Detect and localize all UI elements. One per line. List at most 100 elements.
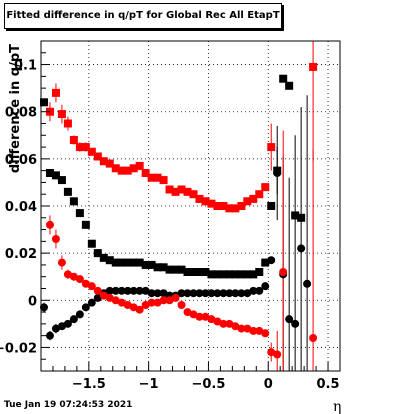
data-point-square — [39, 98, 48, 107]
data-point-circle — [309, 334, 318, 342]
data-point-square — [69, 197, 78, 206]
x-tick-label: 0.5 — [317, 377, 340, 392]
y-tick-label: 0.1 — [14, 59, 37, 74]
data-point-square — [159, 263, 168, 272]
data-point-square — [153, 263, 162, 272]
data-point-circle — [219, 289, 228, 298]
data-point-circle — [147, 298, 156, 307]
data-point-square — [189, 190, 198, 199]
data-point-square — [87, 147, 96, 156]
data-point-circle — [285, 315, 294, 324]
data-point-circle — [135, 286, 144, 295]
data-point-circle — [177, 301, 186, 309]
data-point-circle — [267, 256, 276, 265]
data-point-square — [285, 81, 294, 90]
data-point-circle — [261, 282, 270, 291]
data-point-circle — [87, 298, 96, 307]
data-point-square — [147, 173, 156, 182]
data-point-circle — [45, 331, 54, 340]
data-point-square — [255, 268, 264, 276]
data-point-square — [255, 190, 264, 199]
data-point-circle — [201, 289, 210, 298]
data-point-circle — [75, 275, 84, 284]
data-point-circle — [219, 319, 228, 328]
data-point-square — [75, 143, 84, 152]
data-point-square — [249, 194, 258, 203]
data-point-circle — [273, 350, 282, 359]
y-tick-label: 0.04 — [5, 200, 37, 215]
data-point-circle — [177, 289, 186, 298]
data-point-square — [225, 204, 234, 213]
data-point-square — [297, 213, 306, 222]
data-point-square — [243, 270, 252, 279]
data-point-circle — [291, 319, 300, 328]
data-point-square — [51, 171, 60, 180]
data-point-square — [129, 258, 138, 267]
data-point-circle — [135, 305, 144, 314]
data-point-square — [291, 211, 300, 220]
data-point-square — [183, 187, 192, 196]
data-point-square — [225, 270, 234, 279]
data-point-square — [117, 258, 126, 267]
data-point-circle — [63, 319, 72, 328]
data-point-square — [69, 136, 78, 144]
data-point-circle — [225, 289, 234, 298]
tick-labels: −1.5 −1 −0.5 0 0.5 −0.02 0 0.02 0.04 0.06 0.08 0.1 — [0, 59, 340, 392]
data-point-square — [177, 265, 186, 274]
data-point-square — [99, 157, 108, 166]
data-point-square — [105, 256, 114, 265]
data-point-circle — [255, 286, 264, 295]
data-point-square — [171, 265, 180, 274]
data-point-square — [267, 202, 276, 210]
data-point-square — [177, 185, 186, 194]
axis-ticks — [40, 40, 341, 372]
data-point-square — [237, 202, 246, 210]
y-tick-label: 0.08 — [5, 106, 37, 121]
timestamp: Tue Jan 19 07:24:53 2021 — [4, 400, 133, 410]
data-point-square — [261, 183, 270, 192]
data-point-square — [141, 260, 150, 269]
data-point-square — [147, 260, 156, 269]
data-point-circle — [195, 312, 204, 321]
data-point-square — [129, 164, 138, 173]
data-point-square — [249, 270, 258, 279]
data-point-square — [63, 187, 72, 196]
y-axis-label: difference in q/pT — [8, 44, 23, 173]
y-tick-label: 0.02 — [5, 247, 37, 262]
data-point-circle — [51, 235, 60, 243]
data-point-square — [135, 161, 144, 170]
data-point-circle — [189, 289, 198, 298]
data-point-square — [195, 194, 204, 203]
data-point-square — [213, 202, 222, 210]
data-point-square — [75, 209, 84, 218]
data-point-circle — [159, 296, 168, 305]
data-point-square — [51, 88, 60, 97]
x-tick-label: −0.5 — [191, 377, 225, 392]
data-point-square — [111, 258, 120, 267]
data-point-square — [81, 220, 90, 229]
data-point-circle — [87, 282, 96, 291]
data-point-square — [219, 202, 228, 210]
y-tick-label: 0.06 — [5, 153, 37, 168]
data-point-circle — [147, 289, 156, 298]
data-point-circle — [273, 169, 282, 177]
data-point-square — [153, 173, 162, 182]
data-point-square — [105, 159, 114, 168]
data-point-circle — [45, 220, 54, 229]
data-point-square — [81, 143, 90, 152]
data-point-circle — [237, 289, 246, 298]
x-axis-label: η — [333, 399, 341, 414]
data-point-circle — [207, 289, 216, 298]
data-point-circle — [261, 329, 270, 338]
data-point-circle — [249, 286, 258, 295]
data-point-square — [117, 166, 126, 175]
data-point-square — [57, 176, 66, 185]
x-tick-label: 0 — [264, 377, 273, 392]
data-point-circle — [279, 268, 288, 276]
data-point-square — [165, 265, 174, 274]
x-tick-label: −1.5 — [72, 377, 106, 392]
x-tick-label: −1 — [139, 377, 159, 392]
y-tick-label: −0.02 — [0, 341, 37, 356]
data-point-square — [207, 199, 216, 208]
